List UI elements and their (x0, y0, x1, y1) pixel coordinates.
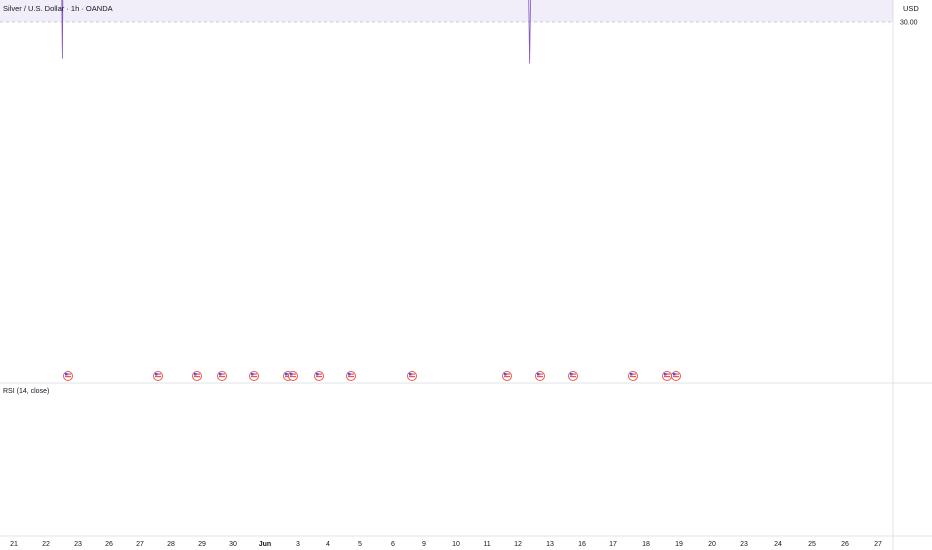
flag-canton (664, 373, 667, 376)
time-tick-label: 29 (198, 541, 206, 548)
currency-label: USD (903, 4, 919, 13)
time-tick-label: 11 (483, 541, 490, 548)
time-tick-label: 27 (874, 541, 882, 548)
time-tick-label: 17 (609, 541, 617, 548)
flag-stripe (251, 373, 257, 375)
time-tick-label: 19 (675, 541, 683, 548)
time-tick-label: 25 (808, 541, 816, 548)
time-tick-label: 23 (74, 541, 82, 548)
time-tick-label: Jun (259, 541, 271, 548)
flag-canton (251, 373, 254, 376)
time-axis[interactable]: 21 22 23 26 27 28 29 30 Jun 3 4 5 6 9 10 11 12 13 16 17 18 19… (10, 541, 882, 548)
time-tick-label: 16 (578, 541, 586, 548)
rsi-label: RSI (14, close) (3, 388, 49, 395)
flag-stripe (673, 373, 679, 375)
flag-stripe (673, 376, 679, 378)
flag-canton (219, 373, 222, 376)
flag-stripe (537, 376, 543, 378)
time-tick-label: 20 (708, 541, 716, 548)
time-tick-label: 27 (136, 541, 144, 548)
flag-canton (316, 373, 319, 376)
symbol-title: Silver / U.S. Dollar · 1h · OANDA (3, 4, 113, 13)
flag-stripe (570, 373, 576, 375)
flag-canton (194, 373, 197, 376)
flag-stripe (409, 376, 415, 378)
flag-stripe (290, 373, 296, 375)
flag-stripe (348, 376, 354, 378)
flag-stripe (537, 373, 543, 375)
flag-stripe (219, 376, 225, 378)
flag-stripe (316, 373, 322, 375)
time-tick-label: 5 (358, 541, 362, 548)
flag-stripe (65, 373, 71, 375)
flag-canton (630, 373, 633, 376)
time-tick-label: 28 (167, 541, 175, 548)
flag-stripe (630, 376, 636, 378)
time-tick-label: 3 (296, 541, 300, 548)
time-tick-label: 26 (105, 541, 113, 548)
time-tick-label: 6 (391, 541, 395, 548)
flag-stripe (504, 376, 510, 378)
time-tick-label: 21 (10, 541, 18, 548)
time-tick-label: 9 (422, 541, 426, 548)
economic-events-row (63, 371, 681, 381)
flag-stripe (155, 376, 161, 378)
rsi-tick-label: 30.00 (900, 20, 918, 27)
time-tick-label: 30 (229, 541, 237, 548)
flag-stripe (290, 376, 296, 378)
flag-canton (290, 373, 293, 376)
flag-stripe (316, 376, 322, 378)
flag-stripe (348, 373, 354, 375)
flag-stripe (219, 373, 225, 375)
time-tick-label: 10 (452, 541, 460, 548)
rsi-axis[interactable]: 30.0040.0050.0060.0070.0080.0090.0074.36 (896, 0, 920, 27)
time-tick-label: 26 (841, 541, 849, 548)
flag-stripe (570, 376, 576, 378)
flag-canton (348, 373, 351, 376)
flag-canton (537, 373, 540, 376)
time-tick-label: 12 (514, 541, 522, 548)
time-tick-label: 18 (642, 541, 650, 548)
flag-stripe (285, 376, 291, 378)
time-tick-label: 4 (326, 541, 330, 548)
rsi-band-background (0, 0, 893, 22)
flag-stripe (504, 373, 510, 375)
flag-stripe (664, 373, 670, 375)
flag-stripe (251, 376, 257, 378)
flag-canton (673, 373, 676, 376)
flag-canton (570, 373, 573, 376)
flag-stripe (194, 376, 200, 378)
flag-stripe (155, 373, 161, 375)
flag-stripe (194, 373, 200, 375)
time-tick-label: 24 (774, 541, 782, 548)
flag-canton (504, 373, 507, 376)
time-tick-label: 23 (740, 541, 748, 548)
flag-stripe (409, 373, 415, 375)
flag-stripe (664, 376, 670, 378)
flag-canton (409, 373, 412, 376)
rsi-pane[interactable] (0, 0, 893, 64)
flag-canton (285, 373, 288, 376)
flag-stripe (285, 373, 291, 375)
flag-stripe (630, 373, 636, 375)
flag-canton (65, 373, 68, 376)
time-tick-label: 13 (546, 541, 554, 548)
flag-stripe (65, 376, 71, 378)
flag-canton (155, 373, 158, 376)
time-tick-label: 22 (42, 541, 50, 548)
